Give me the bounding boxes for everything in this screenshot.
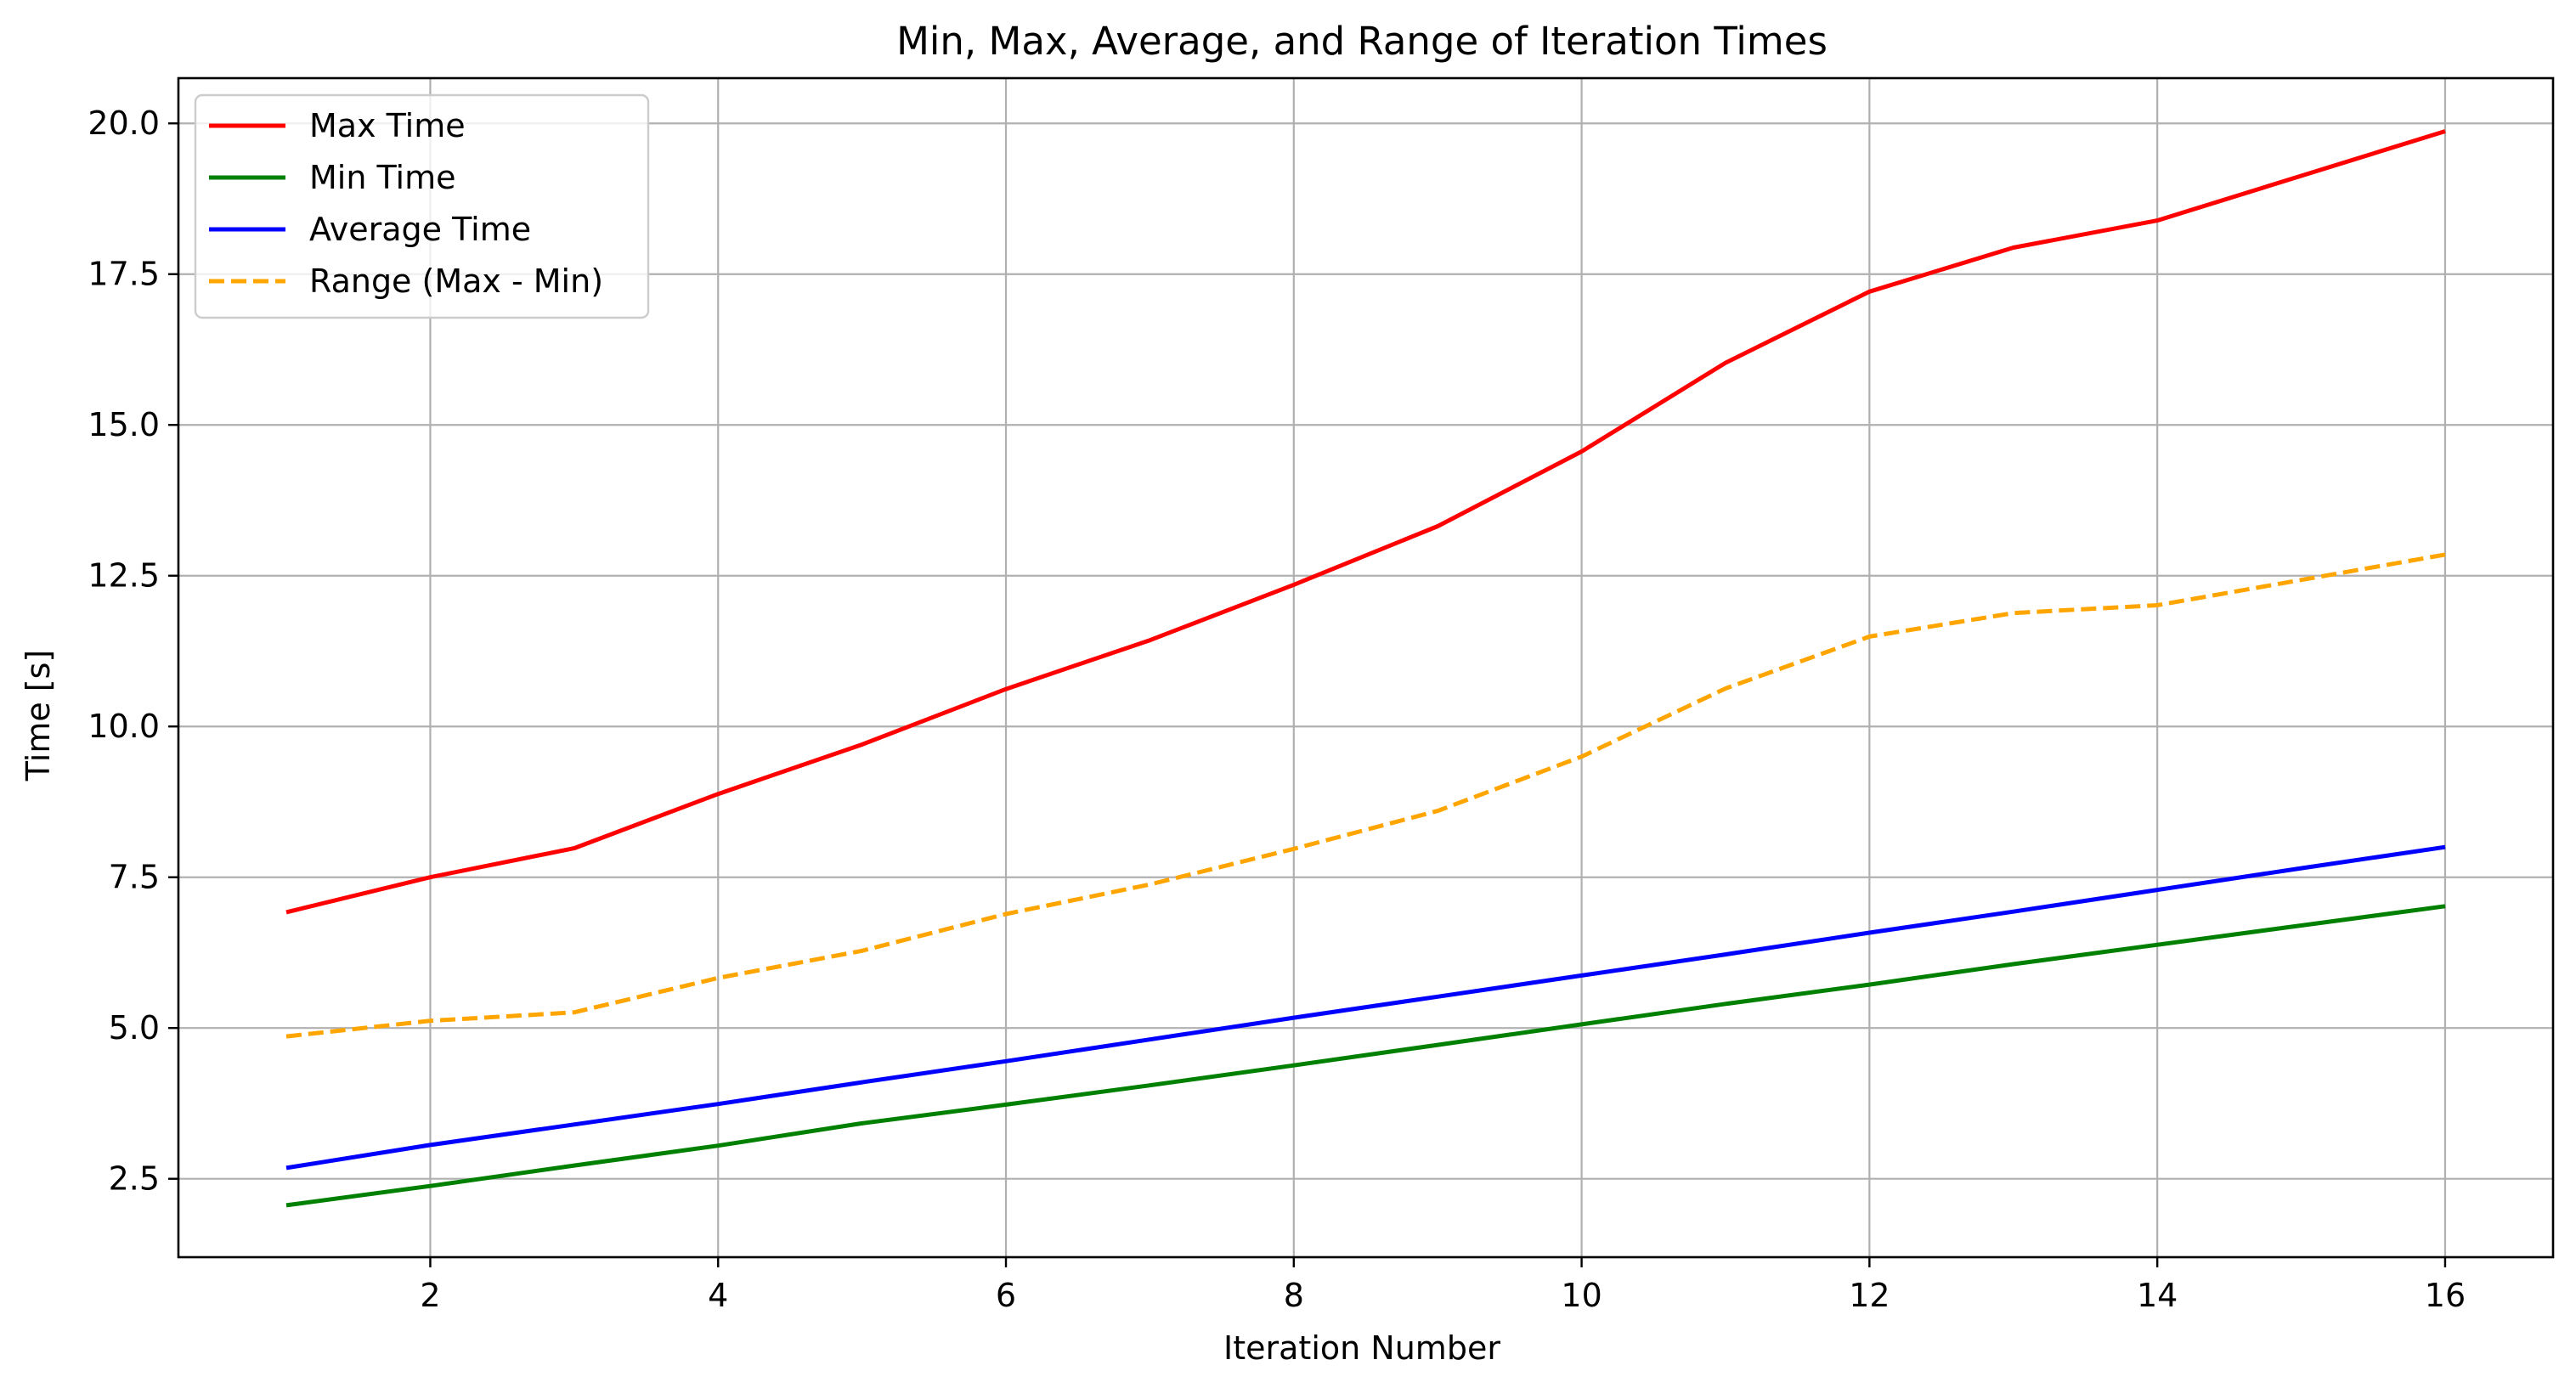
chart-title: Min, Max, Average, and Range of Iteratio… (896, 19, 1827, 64)
x-tick-label: 16 (2425, 1277, 2466, 1314)
y-axis-ticks: 2.5 5.0 7.5 10.0 12.5 15.0 17.5 20.0 (88, 104, 178, 1198)
legend: Max Time Min Time Average Time Range (Max -… (194, 93, 650, 319)
x-tick-label: 2 (420, 1277, 440, 1314)
y-axis-label: Time [s] (20, 650, 57, 782)
x-tick-label: 6 (996, 1277, 1016, 1314)
y-tick-label: 5.0 (109, 1009, 160, 1047)
legend-label: Average Time (309, 211, 531, 248)
legend-box (194, 93, 650, 319)
y-tick-label: 15.0 (88, 406, 160, 443)
grid (178, 78, 2553, 1257)
x-axis-label: Iteration Number (1223, 1329, 1500, 1367)
series-line-max-time (285, 129, 2446, 915)
series-line-min-time (285, 904, 2446, 1208)
x-axis-ticks: 2 4 6 8 10 12 14 16 (420, 1257, 2466, 1314)
legend-label: Range (Max - Min) (309, 262, 603, 300)
legend-label: Min Time (309, 159, 456, 196)
x-tick-label: 12 (1849, 1277, 1890, 1314)
y-tick-label: 20.0 (88, 104, 160, 142)
x-tick-label: 14 (2137, 1277, 2178, 1314)
plot-area-frame (177, 76, 2555, 1259)
y-tick-label: 17.5 (88, 256, 160, 293)
series-line-average-time (285, 844, 2446, 1171)
series-line-range-max-min (285, 552, 2446, 1039)
y-tick-label: 2.5 (109, 1160, 160, 1198)
series-lines (285, 129, 2446, 1208)
x-tick-label: 4 (708, 1277, 728, 1314)
y-tick-label: 12.5 (88, 557, 160, 595)
y-tick-label: 10.0 (88, 708, 160, 745)
x-tick-label: 10 (1561, 1277, 1602, 1314)
x-tick-label: 8 (1284, 1277, 1304, 1314)
y-tick-label: 7.5 (109, 859, 160, 896)
legend-label: Max Time (309, 107, 466, 144)
